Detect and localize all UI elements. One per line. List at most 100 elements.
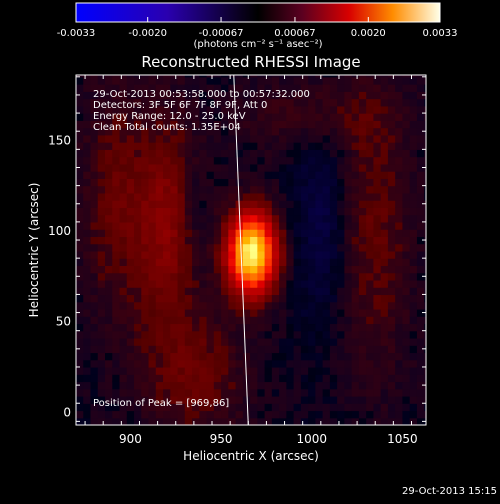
heatmap-cell	[409, 381, 418, 390]
heatmap-cell	[257, 149, 266, 158]
heatmap-cell	[206, 272, 215, 281]
heatmap-cell	[402, 221, 411, 230]
heatmap-cell	[387, 395, 396, 404]
heatmap-cell	[170, 352, 179, 361]
heatmap-cell	[286, 171, 295, 179]
heatmap-cell	[126, 98, 135, 107]
heatmap-cell	[250, 301, 258, 310]
heatmap-cell	[141, 272, 150, 281]
heatmap-cell	[97, 105, 106, 114]
heatmap-cell	[141, 221, 150, 230]
heatmap-cell	[119, 287, 128, 296]
heatmap-cell	[279, 127, 287, 136]
heatmap-cell	[337, 374, 345, 383]
heatmap-cell	[206, 200, 215, 208]
heatmap-cell	[221, 287, 229, 296]
heatmap-cell	[366, 410, 375, 419]
heatmap-cell	[395, 287, 404, 296]
heatmap-cell	[242, 105, 251, 114]
heatmap-cell	[424, 171, 426, 179]
heatmap-cell	[235, 337, 244, 346]
heatmap-cell	[170, 236, 179, 245]
heatmap-cell	[257, 323, 266, 332]
heatmap-cell	[119, 156, 128, 165]
colorbar-ticks: -0.0033 -0.0020 -0.00067 0.00067 0.0020 0.003…	[57, 17, 458, 39]
heatmap-cell	[373, 352, 382, 361]
heatmap-cell	[351, 366, 360, 375]
heatmap-cell	[213, 113, 222, 121]
heatmap-cell	[286, 98, 295, 107]
heatmap-cell	[170, 337, 179, 346]
heatmap-cell	[235, 192, 244, 201]
heatmap-cell	[170, 301, 179, 310]
heatmap-cell	[271, 294, 280, 303]
heatmap-cell	[409, 171, 418, 179]
heatmap-cell	[395, 221, 404, 230]
heatmap-cell	[242, 308, 251, 317]
heatmap-cell	[409, 98, 418, 107]
heatmap-cell	[134, 381, 142, 390]
heatmap-cell	[163, 374, 171, 383]
heatmap-cell	[380, 91, 389, 100]
heatmap-cell	[387, 178, 396, 187]
heatmap-cell	[112, 221, 121, 230]
heatmap-cell	[300, 149, 309, 158]
heatmap-cell	[308, 395, 316, 404]
heatmap-cell	[322, 91, 331, 100]
heatmap-cell	[105, 294, 113, 303]
heatmap-cell	[184, 120, 193, 129]
heatmap-cell	[315, 395, 324, 404]
heatmap-cell	[242, 84, 251, 92]
heatmap-cell	[351, 120, 360, 129]
heatmap-cell	[373, 345, 382, 354]
heatmap-cell	[373, 381, 382, 390]
heatmap-cell	[395, 120, 404, 129]
heatmap-cell	[163, 301, 171, 310]
heatmap-cell	[177, 142, 186, 150]
heatmap-cell	[380, 403, 389, 412]
heatmap-cell	[141, 294, 150, 303]
heatmap-cell	[199, 171, 208, 179]
heatmap-cell	[213, 236, 222, 245]
heatmap-cell	[344, 395, 353, 404]
heatmap-cell	[286, 287, 295, 296]
heatmap-cell	[228, 221, 237, 230]
heatmap-cell	[351, 91, 360, 100]
heatmap-cell	[300, 207, 309, 216]
heatmap-cell	[279, 75, 287, 78]
heatmap-cell	[351, 258, 360, 267]
heatmap-cell	[83, 403, 92, 412]
heatmap-cell	[373, 243, 382, 252]
heatmap-cell	[126, 294, 135, 303]
heatmap-cell	[206, 113, 215, 121]
heatmap-cell	[416, 76, 425, 85]
heatmap-cell	[279, 229, 287, 237]
heatmap-cell	[177, 149, 186, 158]
heatmap-cell	[366, 381, 375, 390]
heatmap-cell	[112, 84, 121, 92]
heatmap-cell	[337, 352, 345, 361]
heatmap-cell	[221, 236, 229, 245]
heatmap-cell	[373, 374, 382, 383]
heatmap-cell	[83, 207, 92, 216]
heatmap-cell	[83, 214, 92, 223]
heatmap-cell	[192, 207, 200, 216]
heatmap-cell	[395, 84, 404, 92]
heatmap-cell	[424, 330, 426, 339]
heatmap-cell	[308, 156, 316, 165]
heatmap-cell	[380, 272, 389, 281]
heatmap-cell	[206, 301, 215, 310]
heatmap-cell	[141, 98, 150, 107]
heatmap-cell	[163, 163, 171, 172]
heatmap-cell	[119, 272, 128, 281]
heatmap-cell	[192, 294, 200, 303]
heatmap-cell	[337, 207, 345, 216]
heatmap-cell	[235, 84, 244, 92]
heatmap-cell	[76, 192, 84, 201]
heatmap-cell	[112, 337, 121, 346]
heatmap-cell	[344, 127, 353, 136]
heatmap-cell	[213, 287, 222, 296]
heatmap-cell	[358, 323, 367, 332]
heatmap-cell	[163, 294, 171, 303]
heatmap-cell	[409, 185, 418, 194]
